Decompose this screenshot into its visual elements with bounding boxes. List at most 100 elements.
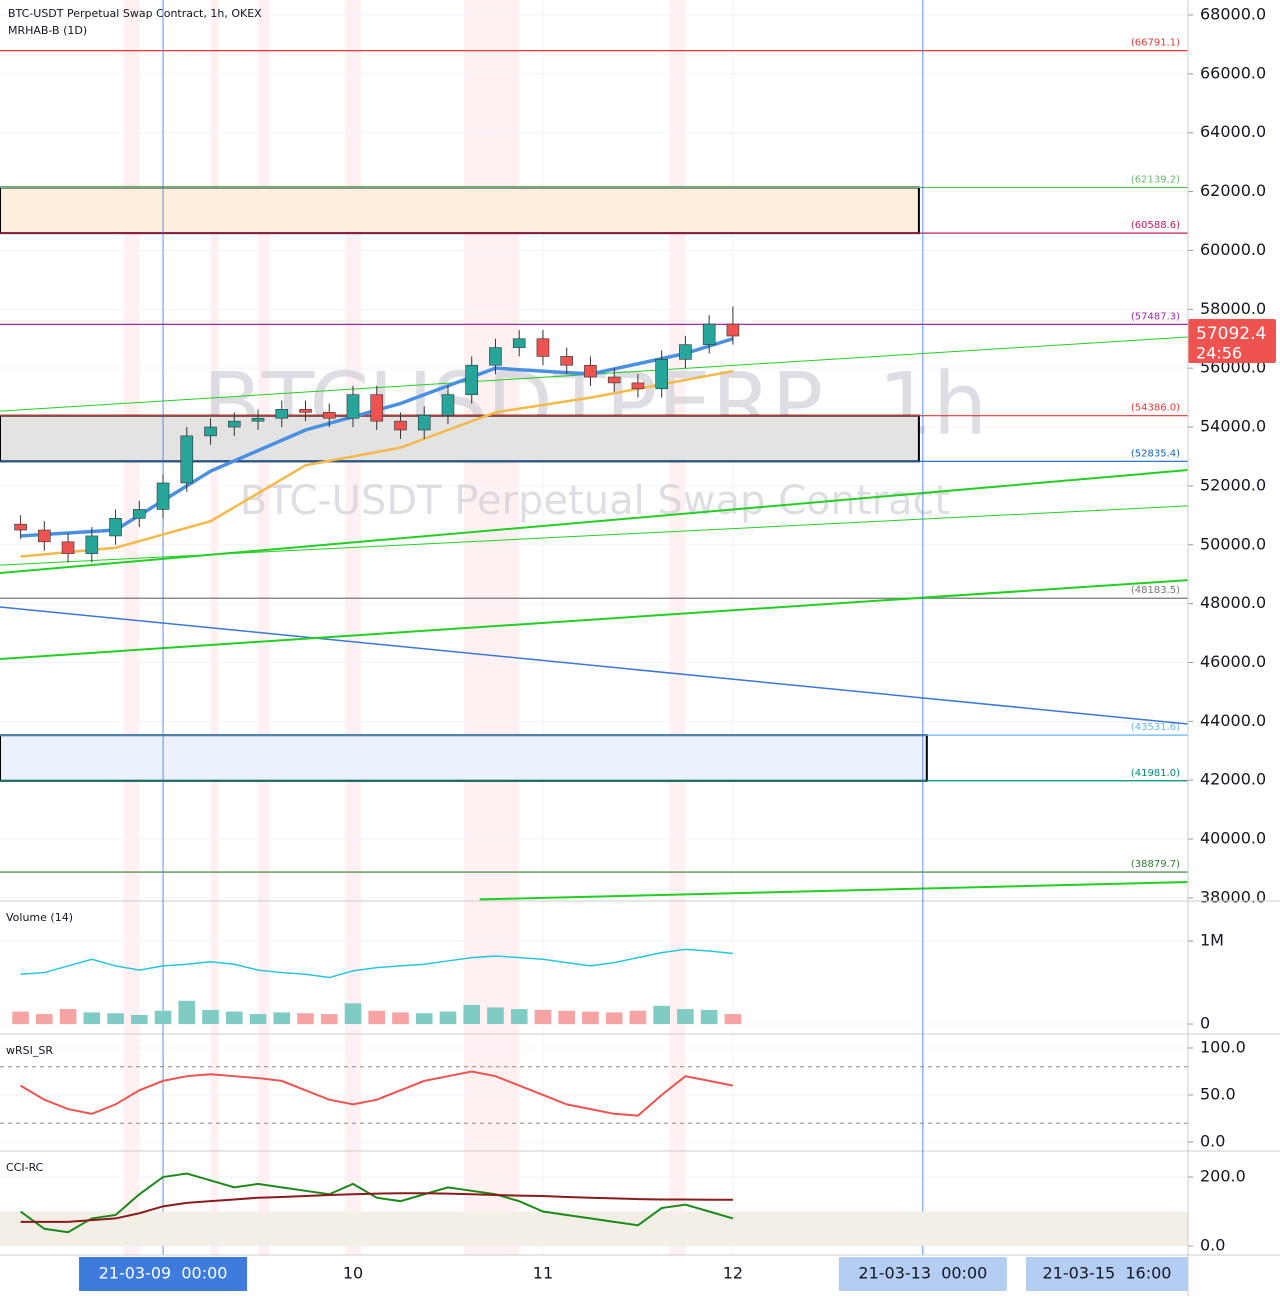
candle-body [441, 394, 455, 416]
zone [0, 186, 920, 235]
level-label: (66791.1) [1131, 38, 1180, 49]
candle-body [275, 409, 289, 419]
indicator-line [20, 1070, 734, 1117]
volume-bar [510, 1009, 528, 1025]
candle-body [512, 338, 526, 348]
price-tag [1188, 319, 1276, 364]
volume-bar [107, 1013, 124, 1025]
volume-bar [582, 1011, 599, 1025]
volume-bar [700, 1009, 718, 1025]
level-label: (48183.5) [1131, 585, 1180, 596]
volume-bar [677, 1009, 694, 1025]
candle-body [109, 517, 122, 537]
y-tick-label: 0.0 [1200, 1132, 1225, 1151]
y-tick-label: 0 [1200, 1014, 1210, 1033]
candle-body [85, 535, 99, 554]
y-tick-label: 62000.0 [1200, 181, 1266, 200]
trend-line [0, 606, 1189, 725]
candle-body [299, 409, 312, 413]
time-label-box [838, 1257, 1007, 1291]
y-tick-label: 48000.0 [1200, 593, 1266, 612]
y-tick-label: 52000.0 [1200, 475, 1266, 494]
band [0, 1211, 1188, 1247]
trend-line [0, 579, 1189, 660]
price-tag-countdown: 24:56 [1196, 344, 1242, 363]
x-tick-label: 11 [533, 1264, 553, 1283]
x-tick-label: 21-03-13 00:00 [858, 1264, 987, 1283]
candle-body [702, 323, 716, 345]
volume-bar [415, 1013, 433, 1025]
x-tick-label: 10 [343, 1264, 363, 1283]
volume-bar [392, 1012, 409, 1025]
price-tag-value: 57092.4 [1196, 324, 1266, 344]
candle-body [370, 394, 384, 422]
y-tick-label: 44000.0 [1200, 711, 1266, 730]
highlight-band [258, 0, 270, 1255]
volume-bar [59, 1009, 77, 1025]
candle-body [251, 417, 265, 422]
candle-body [204, 426, 217, 437]
trend-line [0, 505, 1189, 566]
trend-line [479, 881, 1189, 901]
pane-title: wRSI_SR [6, 1044, 53, 1057]
level-label: (41981.0) [1131, 768, 1180, 779]
y-tick-label: 46000.0 [1200, 652, 1266, 671]
time-label-box [79, 1257, 248, 1291]
level-label: (38879.7) [1131, 859, 1180, 870]
pane-title: BTC-USDT Perpetual Swap Contract, 1h, OK… [8, 7, 262, 20]
pane-title: CCI-RC [6, 1161, 44, 1174]
candle-body [180, 435, 194, 484]
candle-body [346, 394, 360, 419]
candle-body [465, 364, 479, 395]
candle-body [536, 338, 550, 357]
y-tick-label: 1M [1200, 931, 1224, 950]
volume-bar [558, 1010, 576, 1025]
candle-body [679, 344, 692, 360]
volume-bar [130, 1014, 148, 1025]
indicator-line [19, 1172, 734, 1234]
level-label: (54386.0) [1131, 403, 1180, 414]
zone [0, 734, 928, 782]
trend-line [0, 469, 1189, 575]
candle-body [322, 412, 336, 419]
pane-title: Volume (14) [6, 911, 73, 924]
level-label: (52835.4) [1131, 448, 1180, 459]
volume-bar [154, 1010, 172, 1025]
y-tick-label: 38000.0 [1200, 887, 1266, 906]
volume-ma [20, 948, 733, 979]
y-tick-label: 200.0 [1200, 1167, 1246, 1186]
candle-body [655, 359, 668, 390]
candle-body [14, 523, 27, 531]
level-label: (43531.6) [1131, 722, 1180, 733]
candle-body [560, 356, 573, 366]
volume-bar [629, 1010, 647, 1025]
y-tick-label: 40000.0 [1200, 829, 1266, 848]
candle-body [726, 323, 740, 337]
y-tick-label: 54000.0 [1200, 417, 1266, 436]
level-label: (62139.2) [1131, 174, 1180, 185]
candle-body [227, 420, 241, 428]
volume-bar [463, 1004, 481, 1025]
y-tick-label: 58000.0 [1200, 299, 1266, 318]
volume-bar [297, 1013, 314, 1025]
candle-body [607, 376, 621, 384]
candle-body [38, 529, 51, 543]
y-tick-label: 60000.0 [1200, 240, 1266, 259]
volume-bar [653, 1005, 670, 1025]
volume-bar [83, 1012, 101, 1025]
moving-average [20, 369, 734, 558]
level-label: (60588.6) [1131, 220, 1180, 231]
volume-bar [273, 1012, 291, 1025]
volume-bar [249, 1014, 267, 1025]
watermark-subtitle: BTC-USDT Perpetual Swap Contract [240, 478, 950, 524]
y-tick-label: 50000.0 [1200, 534, 1266, 553]
y-tick-label: 0.0 [1200, 1236, 1225, 1255]
candle-body [156, 482, 170, 510]
volume-bar [202, 1009, 219, 1025]
volume-bar [368, 1010, 386, 1025]
volume-bar [344, 1003, 362, 1025]
time-label: 21-03-15 16:00 [1043, 1264, 1172, 1283]
moving-average [20, 337, 734, 538]
volume-bar [36, 1014, 53, 1025]
candle-body [631, 382, 645, 390]
